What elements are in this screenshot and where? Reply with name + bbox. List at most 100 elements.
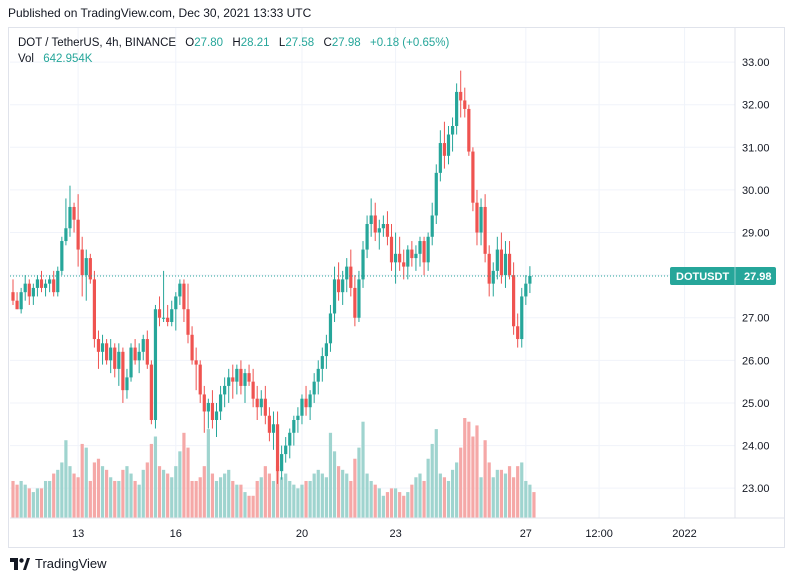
volume-bar	[410, 484, 414, 518]
volume-bar	[186, 447, 190, 518]
candle-body	[332, 279, 337, 314]
candle-body	[43, 283, 48, 288]
footer-brand-label: TradingView	[35, 556, 107, 571]
volume-bar	[117, 480, 121, 518]
candle-body	[259, 398, 263, 408]
candle-body	[288, 432, 292, 446]
candle-body	[479, 206, 483, 233]
candle-body	[84, 258, 88, 276]
candle-body	[125, 377, 129, 391]
candle-body	[100, 343, 105, 352]
candle-body	[190, 334, 194, 361]
volume-bar	[275, 466, 280, 518]
candle-body	[410, 249, 414, 259]
time-tick-label: 12:00	[585, 528, 613, 540]
chart-frame	[8, 27, 785, 548]
low-label: L	[278, 37, 286, 49]
volume-bar	[223, 473, 227, 518]
candle-body	[161, 317, 166, 319]
volume-bar	[532, 492, 536, 518]
volume-bar	[369, 480, 373, 518]
volume-bar	[487, 462, 491, 518]
volume-bar	[125, 466, 129, 518]
candle-body	[96, 339, 101, 352]
volume-label: Vol	[18, 53, 34, 65]
volume-bar	[459, 447, 463, 518]
candle-body	[475, 202, 479, 233]
candle-body	[345, 266, 349, 280]
candle-body	[68, 206, 72, 229]
candle-body	[198, 364, 202, 395]
last-price-pill	[670, 266, 776, 285]
candle-body	[300, 398, 304, 416]
candle-body	[418, 241, 422, 254]
volume-bar	[88, 480, 92, 518]
candle-body	[210, 402, 215, 420]
candle-body	[39, 279, 44, 288]
volume-bar	[129, 473, 133, 518]
volume-bar	[190, 480, 194, 518]
volume-bar	[442, 477, 447, 518]
candle-body	[398, 253, 402, 263]
candle-body	[121, 351, 125, 391]
volume-bar	[19, 480, 23, 518]
volume-bar	[170, 477, 174, 518]
candle-body	[503, 253, 508, 276]
candle-body	[182, 283, 186, 310]
volume-bar	[251, 495, 255, 518]
volume-bar	[349, 480, 353, 518]
price-tick-label: 27.00	[742, 313, 770, 325]
high-value: 28.21	[240, 37, 270, 49]
candle-body	[76, 219, 80, 250]
volume-bar	[438, 473, 442, 518]
candle-body	[170, 309, 174, 322]
volume-bar	[337, 466, 341, 518]
candle-body	[455, 91, 459, 126]
candle-body	[308, 394, 312, 408]
volume-bar	[430, 443, 434, 518]
candle-body	[393, 253, 398, 263]
volume-bar	[56, 469, 60, 518]
volume-bar	[64, 440, 68, 518]
volume-bars	[11, 418, 536, 518]
volume-bar	[11, 480, 15, 518]
volume-bar	[23, 484, 27, 518]
volume-bar	[398, 492, 402, 518]
candle-body	[72, 206, 76, 220]
candle-body	[512, 275, 516, 327]
candle-body	[426, 236, 430, 263]
last-price-value: 27.98	[744, 271, 772, 283]
volume-bar	[109, 477, 113, 518]
volume-bar	[365, 473, 369, 518]
price-tick-label: 25.00	[742, 398, 770, 410]
volume-bar	[280, 477, 284, 518]
volume-bar	[174, 466, 178, 518]
footer-brand[interactable]: TradingView	[10, 556, 107, 571]
candle-body	[499, 249, 503, 276]
change-value: +0.18 (+0.65%)	[370, 37, 450, 49]
volume-bar	[312, 473, 316, 518]
candle-body	[438, 143, 442, 173]
volume-bar	[113, 480, 117, 518]
candle-body	[337, 279, 341, 293]
candle-body	[406, 249, 410, 267]
candle-body	[430, 215, 434, 237]
candle-body	[178, 283, 182, 297]
candle-body	[88, 258, 92, 280]
volume-bar	[284, 473, 288, 518]
candle-body	[92, 279, 96, 340]
volume-bar	[100, 466, 105, 518]
candle-body	[328, 313, 333, 344]
candle-body	[35, 279, 40, 288]
volume-value: 642.954K	[43, 53, 93, 65]
candle-body	[434, 172, 438, 216]
candle-body	[296, 415, 300, 420]
volume-bar	[92, 462, 96, 518]
candle-body	[487, 253, 491, 284]
candle-body	[373, 215, 377, 233]
candle-body	[365, 224, 369, 250]
symbol-title[interactable]: DOT / TetherUS, 4h, BINANCE	[18, 37, 177, 49]
candle-body	[353, 287, 357, 318]
candle-body	[316, 368, 320, 382]
